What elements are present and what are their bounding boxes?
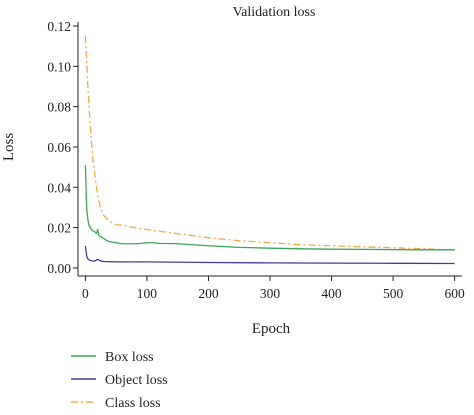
x-axis-label: Epoch [252,321,291,337]
y-tick-label: 0.08 [47,100,71,115]
box-loss-line [84,165,455,251]
y-tick-label: 0.06 [47,140,71,155]
y-tick-label: 0.12 [47,19,71,34]
x-tick-label: 600 [444,286,465,301]
x-axis-ticks: 0 100 200 300 400 500 600 [82,276,465,301]
x-tick-label: 100 [137,286,158,301]
x-tick-label: 0 [82,286,89,301]
y-tick-label: 0.00 [47,261,71,276]
series-lines [84,36,455,265]
y-axis-label: Loss [1,133,17,162]
x-tick-label: 200 [198,286,219,301]
x-tick-label: 500 [383,286,404,301]
class-loss-line [84,36,455,251]
object-loss-legend-label: Object loss [105,373,168,388]
y-tick-label: 0.04 [47,180,71,195]
box-loss-legend-label: Box loss [105,350,154,365]
chart-title: Validation loss [233,5,316,20]
y-tick-label: 0.02 [47,221,71,236]
x-tick-label: 400 [321,286,342,301]
y-tick-label: 0.10 [47,59,71,74]
x-tick-label: 300 [260,286,281,301]
axes [77,22,462,277]
class-loss-legend-label: Class loss [105,396,161,411]
y-axis-ticks: 0.00 0.02 0.04 0.06 0.08 0.10 0.12 [47,19,78,276]
legend: Box loss Object loss Class loss [71,350,168,411]
object-loss-line [84,245,455,265]
